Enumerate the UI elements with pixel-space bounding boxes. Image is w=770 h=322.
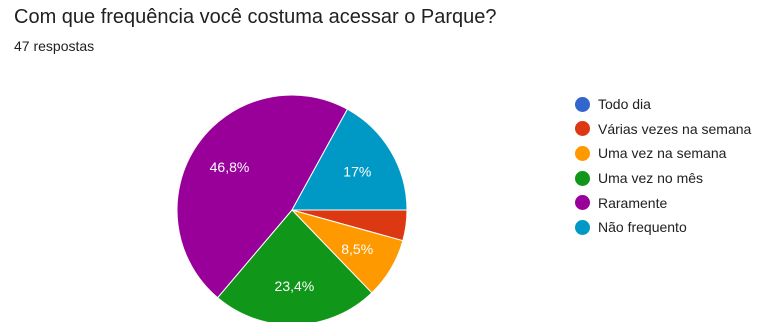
legend-label: Uma vez na semana xyxy=(598,145,727,162)
legend-item-todo-dia[interactable]: Todo dia xyxy=(575,92,751,117)
response-count: 47 respostas xyxy=(14,38,95,54)
legend-swatch xyxy=(575,219,590,235)
legend-label: Raramente xyxy=(598,194,668,211)
legend-item-uma-vez-na-semana[interactable]: Uma vez na semana xyxy=(575,141,751,166)
legend-swatch xyxy=(575,121,590,137)
slice-label-nao-frequento: 17% xyxy=(343,163,371,179)
pie-slice-uma-vez-no-mes[interactable] xyxy=(216,209,373,322)
legend-label: Todo dia xyxy=(598,96,651,113)
legend-swatch xyxy=(575,195,590,211)
legend-item-varias-vezes-na-semana[interactable]: Várias vezes na semana xyxy=(575,117,751,142)
legend-item-raramente[interactable]: Raramente xyxy=(575,190,751,215)
legend-item-nao-frequento[interactable]: Não frequento xyxy=(575,215,751,240)
legend-item-uma-vez-no-mes[interactable]: Uma vez no mês xyxy=(575,166,751,191)
slice-label-uma-vez-no-mes: 23,4% xyxy=(275,278,315,294)
slice-label-raramente: 46,8% xyxy=(210,159,250,175)
legend-label: Uma vez no mês xyxy=(598,170,704,187)
pie-slice-raramente[interactable] xyxy=(176,94,349,299)
legend-swatch xyxy=(575,96,590,112)
legend-swatch xyxy=(575,145,590,161)
legend-label: Várias vezes na semana xyxy=(598,120,752,137)
chart-legend: Todo dia Várias vezes na semana Uma vez na… xyxy=(575,92,751,240)
question-title: Com que frequência você costuma acessar … xyxy=(14,6,497,28)
slice-label-uma-vez-na-semana: 8,5% xyxy=(341,241,373,257)
legend-swatch xyxy=(575,170,590,186)
legend-label: Não frequento xyxy=(598,219,687,236)
pie-slice-nao-frequento[interactable] xyxy=(291,108,408,211)
